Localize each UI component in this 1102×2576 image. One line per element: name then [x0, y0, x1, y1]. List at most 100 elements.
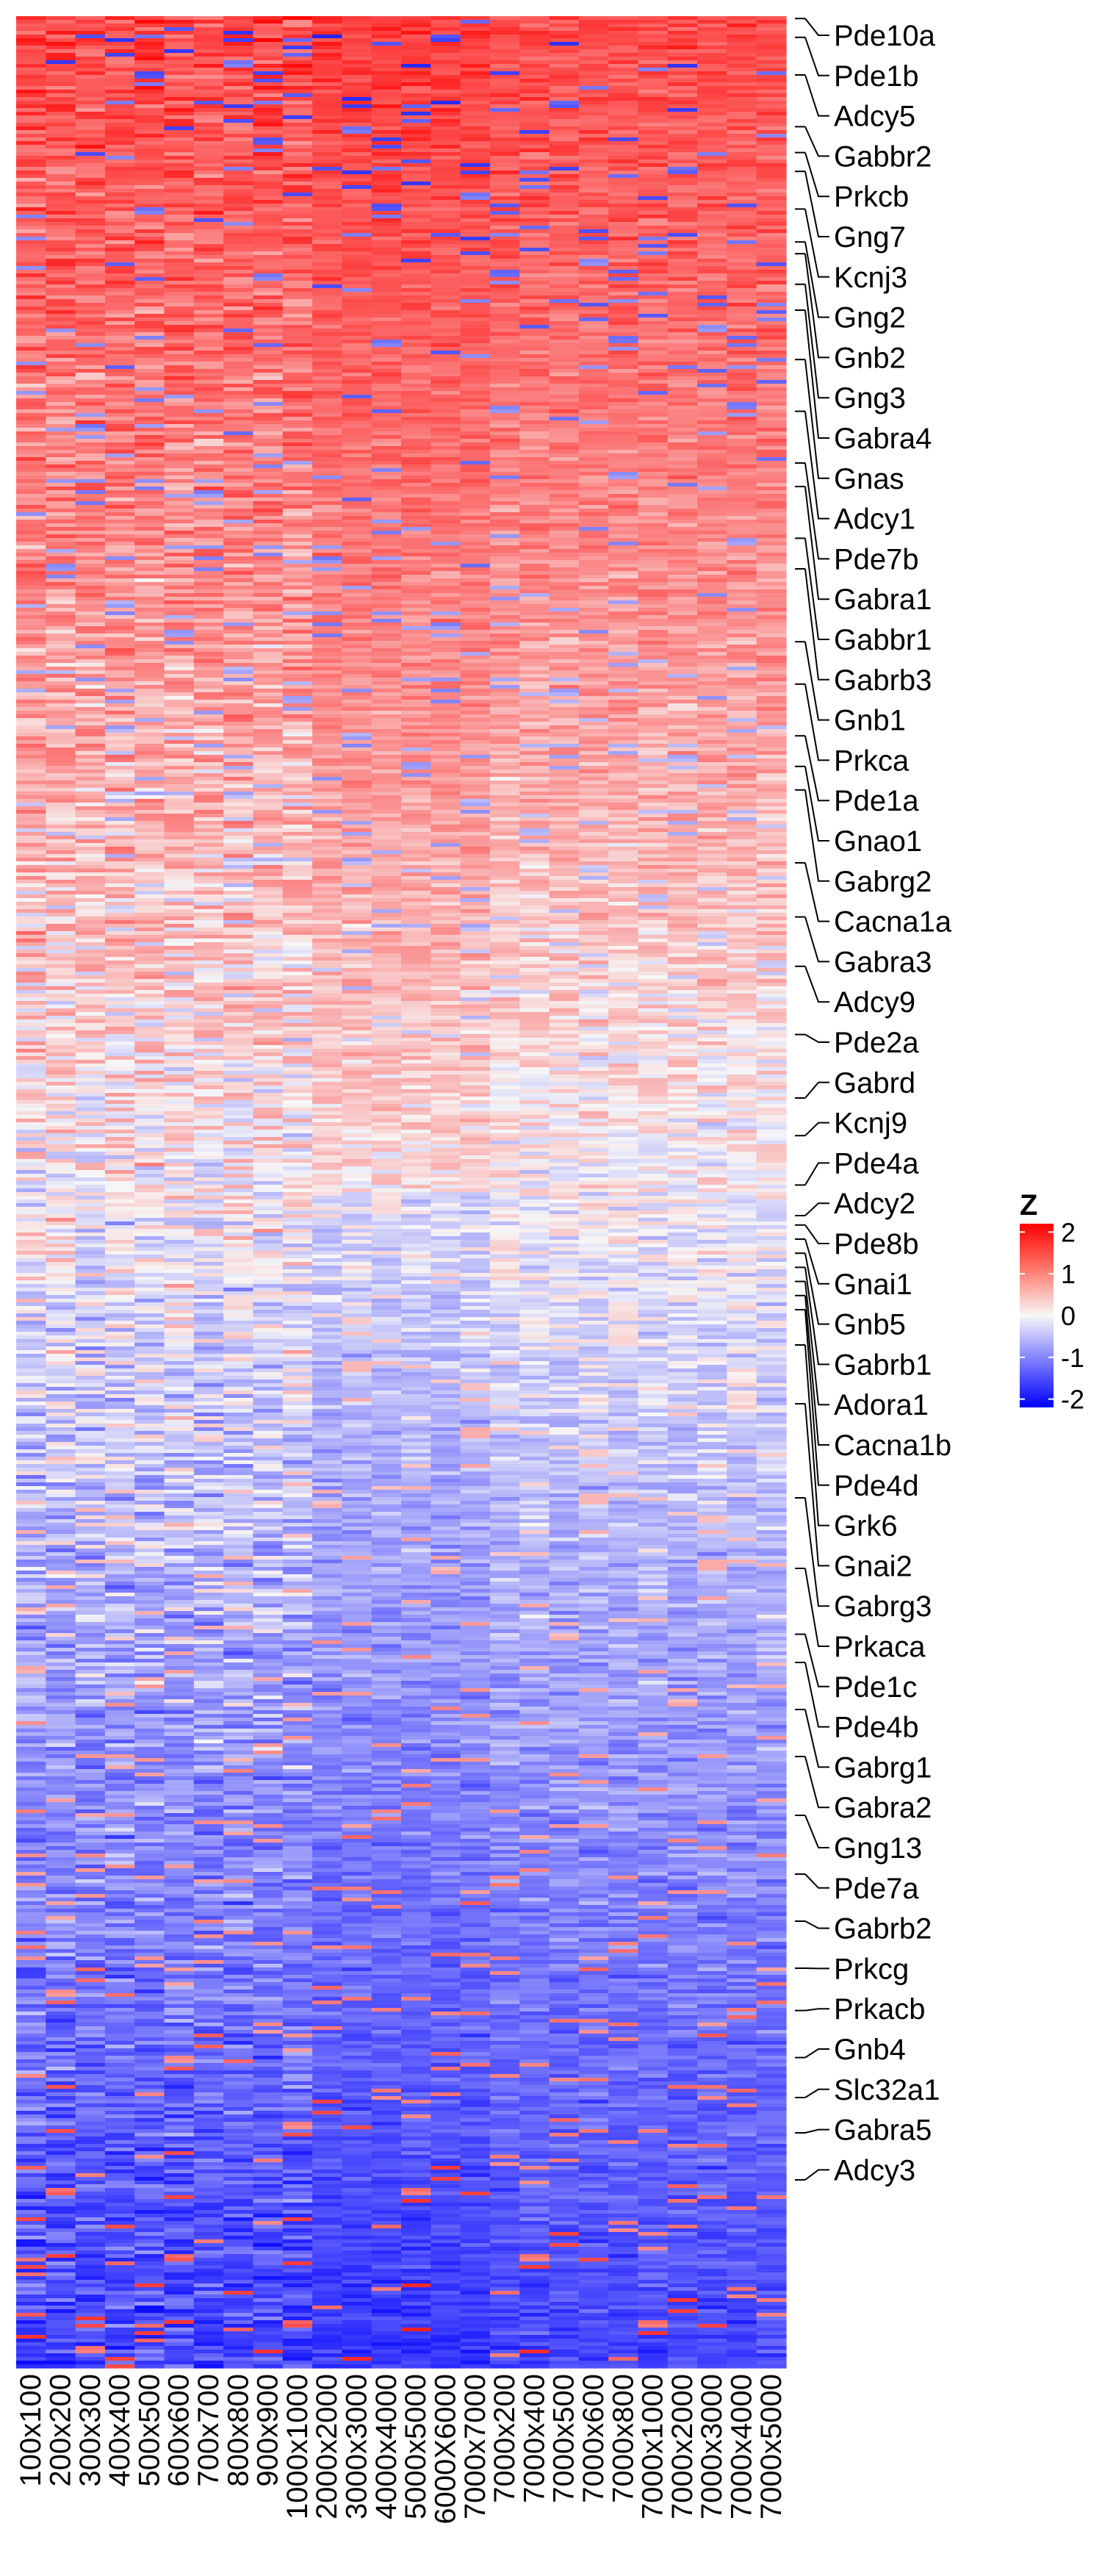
heatmap-cell — [46, 1776, 76, 1781]
heatmap-cell — [75, 924, 106, 928]
heatmap-cell — [223, 1335, 254, 1340]
heatmap-cell — [16, 883, 46, 888]
heatmap-cell — [46, 336, 76, 340]
heatmap-cell — [193, 1703, 224, 1707]
heatmap-cell — [46, 700, 76, 704]
heatmap-cell — [75, 398, 106, 403]
heatmap-cell — [223, 1729, 254, 1733]
heatmap-cell — [164, 1188, 195, 1193]
heatmap-cell — [104, 615, 135, 620]
heatmap-cell — [16, 1203, 46, 1208]
heatmap-cell — [164, 755, 195, 759]
heatmap-cell — [104, 957, 135, 961]
heatmap-cell — [193, 1104, 224, 1108]
heatmap-cell — [223, 42, 254, 46]
heatmap-cell — [16, 358, 46, 362]
heatmap-cell — [75, 1637, 106, 1641]
heatmap-cell — [104, 1949, 135, 1953]
heatmap-cell — [46, 2342, 76, 2347]
heatmap-cell — [134, 689, 165, 693]
heatmap-cell — [46, 2361, 76, 2365]
heatmap-cell — [16, 53, 46, 57]
heatmap-cell — [46, 2280, 76, 2284]
heatmap-cell — [16, 251, 46, 256]
heatmap-cell — [75, 2283, 106, 2288]
heatmap-cell — [46, 376, 76, 381]
heatmap-cell — [164, 108, 195, 112]
heatmap-cell — [193, 1596, 224, 1601]
heatmap-cell — [223, 1806, 254, 1810]
heatmap-cell — [193, 240, 224, 245]
heatmap-cell — [223, 931, 254, 936]
heatmap-cell — [164, 2100, 195, 2104]
heatmap-cell — [223, 814, 254, 818]
heatmap-cell — [46, 86, 76, 90]
heatmap-cell — [16, 1931, 46, 1935]
heatmap-cell — [193, 391, 224, 395]
heatmap-cell — [16, 1126, 46, 1130]
heatmap-cell — [16, 850, 46, 855]
heatmap-cell — [16, 1956, 46, 1961]
heatmap-cell — [104, 2092, 135, 2097]
heatmap-cell — [75, 788, 106, 792]
heatmap-cell — [193, 1758, 224, 1762]
heatmap-cell — [134, 836, 165, 840]
heatmap-cell — [134, 266, 165, 270]
heatmap-cell — [134, 2280, 165, 2284]
heatmap-cell — [16, 57, 46, 61]
heatmap-cell — [75, 1170, 106, 1174]
heatmap-cell — [134, 2103, 165, 2108]
heatmap-cell — [164, 2012, 195, 2016]
heatmap-cell — [164, 387, 195, 392]
heatmap-cell — [223, 755, 254, 759]
heatmap-cell — [223, 520, 254, 524]
heatmap-cell — [104, 163, 135, 168]
heatmap-cell — [104, 2100, 135, 2104]
heatmap-cell — [134, 115, 165, 120]
heatmap-cell — [46, 189, 76, 193]
heatmap-cell — [134, 1854, 165, 1858]
heatmap-cell — [104, 832, 135, 836]
heatmap-cell — [223, 299, 254, 304]
heatmap-cell — [193, 747, 224, 752]
heatmap-cell — [104, 2148, 135, 2152]
heatmap-cell — [104, 1765, 135, 1770]
heatmap-cell — [104, 457, 135, 462]
heatmap-cell — [75, 1993, 106, 1998]
heatmap-cell — [193, 1343, 224, 1347]
heatmap-cell — [223, 86, 254, 90]
heatmap-cell — [193, 1519, 224, 1524]
heatmap-cell — [134, 2063, 165, 2067]
heatmap-cell — [223, 586, 254, 590]
heatmap-cell — [46, 795, 76, 800]
heatmap-cell — [46, 762, 76, 767]
heatmap-cell — [104, 814, 135, 818]
heatmap-cell — [164, 1027, 195, 1031]
heatmap-cell — [104, 1754, 135, 1759]
heatmap-cell — [104, 1872, 135, 1876]
heatmap-cell — [164, 1901, 195, 1906]
heatmap-cell — [223, 1490, 254, 1494]
heatmap-cell — [16, 542, 46, 546]
heatmap-cell — [46, 1350, 76, 1355]
heatmap-cell — [16, 1442, 46, 1446]
heatmap-cell — [223, 204, 254, 208]
heatmap-cell — [134, 1909, 165, 1913]
heatmap-cell — [16, 75, 46, 79]
heatmap-cell — [164, 295, 195, 300]
heatmap-cell — [134, 975, 165, 980]
heatmap-cell — [193, 1831, 224, 1836]
heatmap-cell — [16, 755, 46, 759]
heatmap-cell — [16, 1743, 46, 1748]
heatmap-cell — [46, 1710, 76, 1715]
heatmap-cell — [16, 376, 46, 381]
heatmap-cell — [75, 266, 106, 270]
heatmap-cell — [16, 1526, 46, 1531]
heatmap-cell — [46, 1383, 76, 1388]
heatmap-cell — [164, 266, 195, 270]
heatmap-cell — [104, 1023, 135, 1027]
heatmap-cell — [223, 218, 254, 223]
heatmap-cell — [223, 1629, 254, 1634]
heatmap-cell — [193, 854, 224, 858]
heatmap-cell — [104, 104, 135, 109]
